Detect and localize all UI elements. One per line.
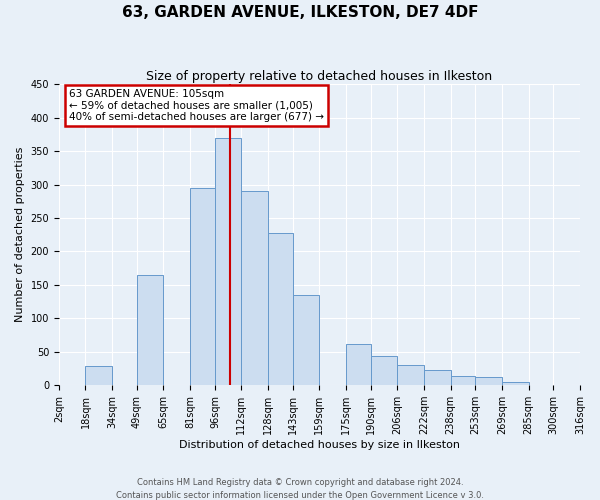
Text: 63, GARDEN AVENUE, ILKESTON, DE7 4DF: 63, GARDEN AVENUE, ILKESTON, DE7 4DF [122,5,478,20]
Bar [502,382,529,385]
Bar [137,275,163,385]
Bar [397,365,424,385]
Bar [346,344,371,385]
Bar [451,376,475,385]
Title: Size of property relative to detached houses in Ilkeston: Size of property relative to detached ho… [146,70,493,83]
Bar [190,188,215,385]
Text: 63 GARDEN AVENUE: 105sqm
← 59% of detached houses are smaller (1,005)
40% of sem: 63 GARDEN AVENUE: 105sqm ← 59% of detach… [70,88,325,122]
Y-axis label: Number of detached properties: Number of detached properties [15,147,25,322]
Bar [85,366,112,385]
Bar [371,356,397,385]
Bar [215,138,241,385]
Text: Contains HM Land Registry data © Crown copyright and database right 2024.
Contai: Contains HM Land Registry data © Crown c… [116,478,484,500]
Bar [475,377,502,385]
Bar [424,370,451,385]
Bar [293,295,319,385]
Bar [241,191,268,385]
Bar [268,232,293,385]
X-axis label: Distribution of detached houses by size in Ilkeston: Distribution of detached houses by size … [179,440,460,450]
